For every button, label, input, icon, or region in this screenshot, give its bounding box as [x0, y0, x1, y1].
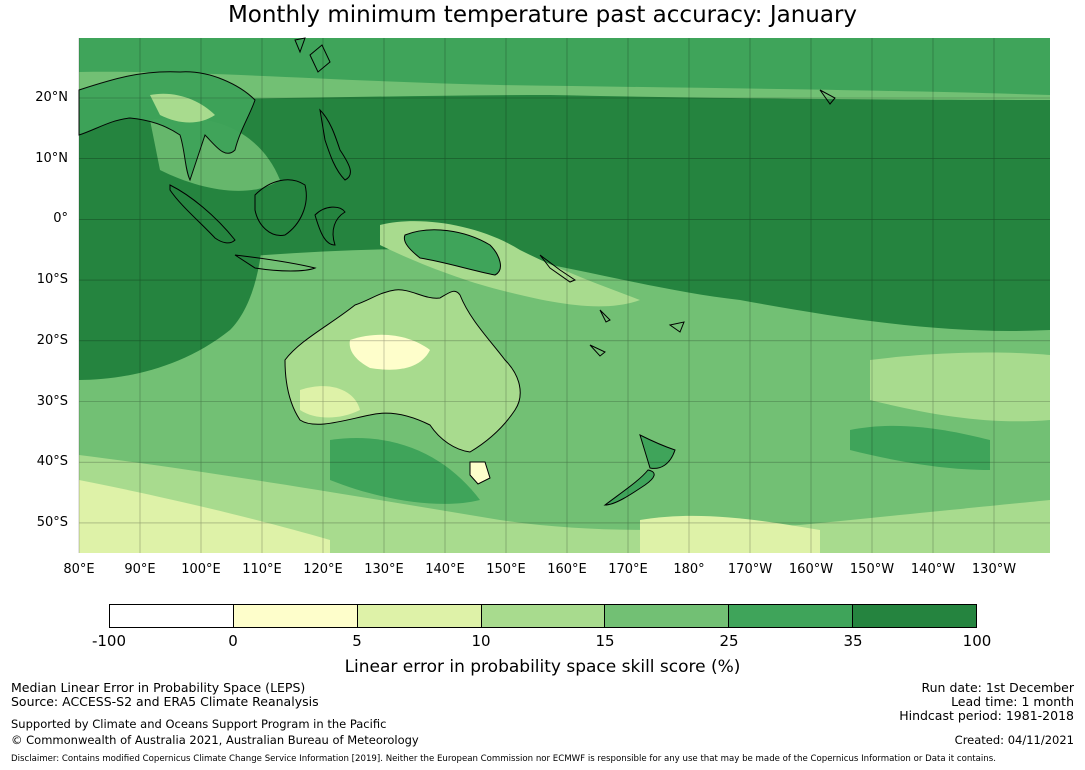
- new-zealand-south-island: [603, 469, 655, 506]
- footer-leps: Median Linear Error in Probability Space…: [11, 680, 306, 695]
- colorbar-tick-label: 35: [843, 632, 863, 650]
- longitude-label: 110°E: [242, 562, 282, 577]
- colorbar-tick-label: 0: [228, 632, 238, 650]
- colorbar-tick-label: 25: [719, 632, 739, 650]
- north-band: [79, 38, 1050, 95]
- map-title: Monthly minimum temperature past accurac…: [227, 2, 858, 28]
- skill-score-map: [78, 37, 1050, 553]
- longitude-label: 140°E: [425, 562, 465, 577]
- philippines: [319, 108, 351, 181]
- australia-west-low-skill: [300, 386, 360, 418]
- colorbar: [109, 604, 977, 628]
- hindcast-period: Hindcast period: 1981-2018: [899, 708, 1074, 723]
- longitude-label: 130°E: [364, 562, 404, 577]
- tasman-lighter-band: [640, 515, 820, 553]
- footer-source: Source: ACCESS-S2 and ERA5 Climate Reana…: [11, 694, 319, 709]
- colorbar-segment: [110, 605, 234, 627]
- borneo: [254, 179, 307, 236]
- latitude-label: 10°N: [35, 150, 68, 166]
- fiji-island: [589, 344, 606, 357]
- new-guinea: [403, 229, 501, 276]
- tropical-high-skill-band: [79, 95, 1050, 331]
- graticule: [78, 38, 1050, 553]
- colorbar-segment: [605, 605, 730, 627]
- colorbar-segment: [233, 605, 358, 627]
- colorbar-label: Linear error in probability space skill …: [344, 657, 741, 677]
- longitude-label: 180°: [673, 562, 705, 577]
- new-zealand-north-island: [639, 434, 676, 469]
- colorbar-segment: [853, 605, 977, 627]
- longitude-label: 90°E: [124, 562, 156, 577]
- colorbar-tick-label: -100: [91, 632, 127, 650]
- longitude-label: 160°E: [547, 562, 587, 577]
- longitude-label: 170°W: [727, 562, 773, 577]
- longitude-label: 100°E: [181, 562, 221, 577]
- taiwan-region: [309, 44, 331, 73]
- hawaii: [819, 89, 836, 105]
- longitude-label: 80°E: [63, 562, 95, 577]
- great-australian-bight-patch: [330, 438, 480, 504]
- longitude-label: 150°W: [849, 562, 895, 577]
- vanuatu: [599, 309, 611, 323]
- solomon-islands: [539, 254, 577, 283]
- latitude-label: 50°S: [36, 514, 68, 530]
- map-figure: [78, 37, 1050, 553]
- longitude-label: 170°E: [608, 562, 648, 577]
- latitude-label: 30°S: [36, 393, 68, 409]
- south-west-lighter-band: [79, 480, 330, 553]
- longitude-label: 130°W: [971, 562, 1017, 577]
- latitude-label: 0°: [53, 211, 68, 227]
- indian-ocean-high-skill: [79, 160, 264, 380]
- footer-support: Supported by Climate and Oceans Support …: [11, 717, 387, 731]
- latitude-label: 40°S: [36, 454, 68, 470]
- colorbar-tick-label: 15: [595, 632, 615, 650]
- colorbar-segment: [481, 605, 606, 627]
- longitude-label: 150°E: [486, 562, 526, 577]
- longitude-label: 120°E: [303, 562, 343, 577]
- latitude-label: 20°S: [36, 332, 68, 348]
- south-pacific-moderate-patch: [850, 425, 990, 470]
- colorbar-segment: [729, 605, 854, 627]
- created-date: Created: 04/11/2021: [954, 733, 1074, 747]
- colorbar-tick-label: 5: [352, 632, 362, 650]
- australia-inland-low-skill: [349, 334, 430, 370]
- lead-time: Lead time: 1 month: [951, 694, 1074, 709]
- southeast-asia-mainland: [78, 71, 256, 182]
- south-pacific-light-patch: [870, 352, 1050, 422]
- indochina-light-patch: [150, 93, 215, 123]
- latitude-label: 20°N: [35, 90, 68, 105]
- sumatra: [169, 184, 236, 244]
- sulawesi: [314, 206, 346, 246]
- footer-copyright: © Commonwealth of Australia 2021, Austra…: [11, 733, 419, 747]
- java: [234, 254, 317, 272]
- colorbar-segment: [357, 605, 482, 627]
- latitude-label: 10°S: [36, 272, 68, 288]
- colorbar-tick-label: 10: [471, 632, 491, 650]
- run-date: Run date: 1st December: [921, 680, 1074, 695]
- longitude-label: 160°W: [788, 562, 834, 577]
- japan-fragment: [294, 37, 306, 54]
- disclaimer: Disclaimer: Contains modified Copernicus…: [11, 754, 996, 764]
- colorbar-tick-label: 100: [962, 632, 992, 650]
- pacific-island: [668, 321, 685, 333]
- tasmania: [469, 461, 491, 485]
- longitude-label: 140°W: [910, 562, 956, 577]
